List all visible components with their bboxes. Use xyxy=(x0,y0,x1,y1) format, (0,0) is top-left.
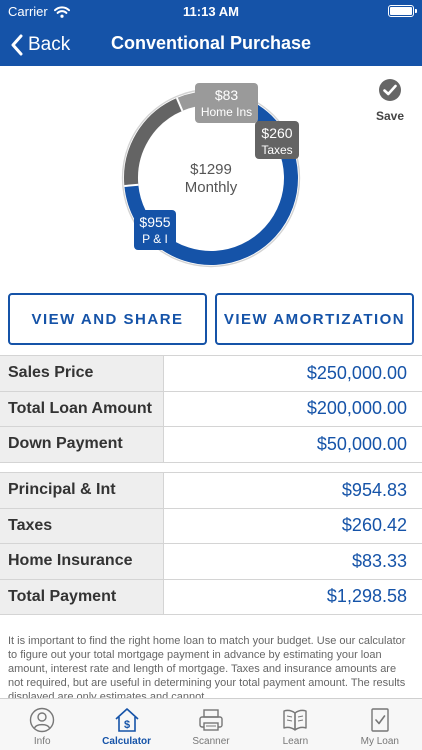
calculator-house-icon: $ xyxy=(115,708,139,732)
status-bar: Carrier 11:13 AM xyxy=(0,0,422,24)
wifi-icon xyxy=(53,5,70,18)
slice-separator xyxy=(124,183,139,188)
action-buttons: VIEW AND SHARE VIEW AMORTIZATION xyxy=(8,293,414,345)
slice-callout: $260 Taxes xyxy=(255,121,299,159)
back-button[interactable]: Back xyxy=(10,30,70,60)
callout-box xyxy=(255,121,299,159)
donut-center-label: $1299 xyxy=(190,161,232,178)
loan-details-table: Sales Price $250,000.00 Total Loan Amoun… xyxy=(0,355,422,463)
carrier-label: Carrier xyxy=(8,4,48,19)
payment-chart-area: $1299 Monthly $955 P & I $260 Taxes $83 Home In… xyxy=(0,66,422,286)
row-label: Principal & Int xyxy=(0,473,164,508)
callout-box xyxy=(134,210,176,250)
chevron-left-icon xyxy=(11,34,23,56)
table-row: Total Payment $1,298.58 xyxy=(0,579,422,615)
book-icon xyxy=(283,709,308,731)
row-label: Sales Price xyxy=(0,356,164,391)
row-label: Taxes xyxy=(0,508,164,543)
view-amortization-button[interactable]: VIEW AMORTIZATION xyxy=(215,293,414,345)
battery-icon xyxy=(388,5,417,17)
row-value: $250,000.00 xyxy=(306,362,407,383)
row-label: Home Insurance xyxy=(0,544,164,579)
tab-learn[interactable]: Learn xyxy=(253,699,337,750)
row-label: Total Loan Amount xyxy=(0,391,164,426)
donut-slice-taxes xyxy=(124,97,183,187)
table-row: Down Payment $50,000.00 xyxy=(0,427,422,463)
callout-label: Taxes xyxy=(261,143,292,157)
header: Carrier 11:13 AM Back Conventional Purch… xyxy=(0,0,422,66)
tab-my-loan[interactable]: My Loan xyxy=(338,699,422,750)
table-row: Taxes $260.42 xyxy=(0,508,422,544)
tab-calculator[interactable]: $ Calculator xyxy=(84,699,168,750)
callout-label: P & I xyxy=(142,232,168,246)
callout-value: $260 xyxy=(261,125,292,141)
row-value: $83.33 xyxy=(351,550,407,571)
table-row: Sales Price $250,000.00 xyxy=(0,356,422,392)
back-label: Back xyxy=(28,34,71,55)
row-label: Total Payment xyxy=(0,579,164,614)
table-row: Total Loan Amount $200,000.00 xyxy=(0,391,422,427)
tab-label: Learn xyxy=(282,736,309,747)
row-value: $260.42 xyxy=(341,515,407,536)
row-value: $50,000.00 xyxy=(316,433,407,454)
nav-bar: Back Conventional Purchase xyxy=(0,24,422,66)
row-value: $1,298.58 xyxy=(326,586,407,607)
status-left: Carrier xyxy=(8,4,70,19)
callout-value: $83 xyxy=(215,87,239,103)
slice-separator xyxy=(175,97,184,112)
disclaimer-text: It is important to find the right home l… xyxy=(8,635,406,698)
person-icon xyxy=(30,707,55,733)
payment-breakdown-table: Principal & Int $954.83 Taxes $260.42 Ho… xyxy=(0,472,422,615)
tab-label: Calculator xyxy=(102,736,152,747)
slice-callout: $83 Home Ins xyxy=(195,83,258,123)
scanner-icon xyxy=(199,709,223,731)
checkmark-circle-icon xyxy=(379,79,401,101)
tab-bar: Info $ Calculator Scanner Learn xyxy=(0,698,422,750)
tab-label: My Loan xyxy=(360,736,399,747)
donut-center-label: Monthly xyxy=(185,179,238,196)
view-and-share-button[interactable]: VIEW AND SHARE xyxy=(8,293,207,345)
callout-box xyxy=(195,83,258,123)
table-row: Principal & Int $954.83 xyxy=(0,473,422,509)
document-check-icon xyxy=(371,708,389,732)
tab-label: Scanner xyxy=(192,736,230,747)
row-value: $200,000.00 xyxy=(306,398,407,419)
callout-value: $955 xyxy=(139,214,170,230)
row-label: Down Payment xyxy=(0,427,164,462)
tab-info[interactable]: Info xyxy=(0,699,84,750)
row-value: $954.83 xyxy=(341,479,407,500)
tab-label: Info xyxy=(33,736,51,747)
slice-callout: $955 P & I xyxy=(134,210,176,250)
status-time: 11:13 AM xyxy=(183,4,239,19)
table-row: Home Insurance $83.33 xyxy=(0,544,422,580)
callout-label: Home Ins xyxy=(201,105,252,119)
save-label: Save xyxy=(375,109,405,123)
svg-text:$: $ xyxy=(124,719,130,731)
save-button[interactable]: Save xyxy=(370,78,410,123)
tab-scanner[interactable]: Scanner xyxy=(169,699,253,750)
